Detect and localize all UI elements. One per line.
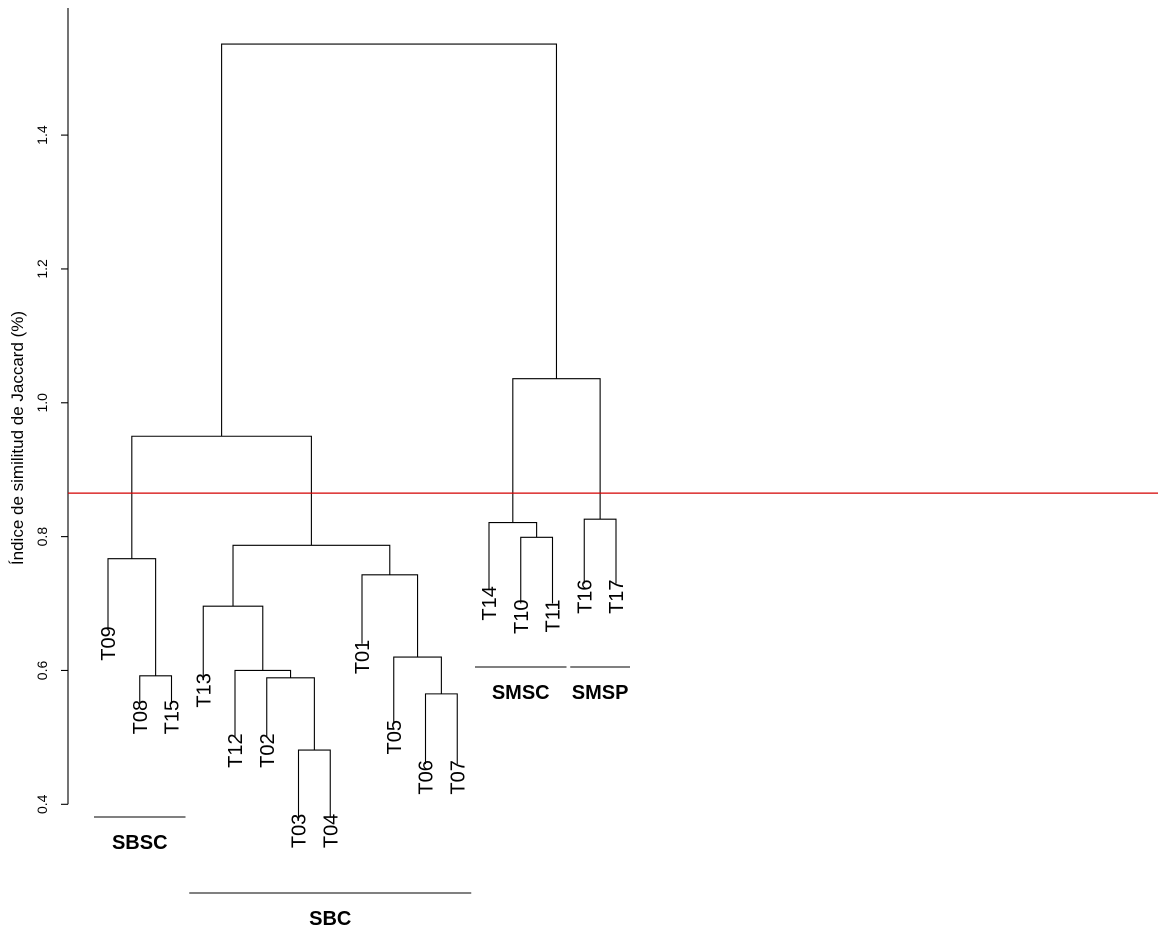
group-label-sbc: SBC xyxy=(309,908,351,930)
dendrogram-links xyxy=(107,43,617,818)
leaf-label-t05: T05 xyxy=(384,720,406,754)
leaf-label-t03: T03 xyxy=(289,814,311,848)
y-tick-label: 1.4 xyxy=(34,125,50,145)
group-label-sbsc: SBSC xyxy=(112,832,168,854)
leaf-label-t02: T02 xyxy=(257,733,279,767)
merge-link-m11 xyxy=(520,536,554,604)
merge-link-m4 xyxy=(139,675,173,704)
merge-link-m15 xyxy=(512,378,601,523)
merge-link-m1 xyxy=(297,749,331,818)
leaf-label-t11: T11 xyxy=(543,600,565,633)
leaf-label-t01: T01 xyxy=(352,640,374,674)
leaf-label-t07: T07 xyxy=(447,760,469,794)
group-label-smsc: SMSC xyxy=(492,682,550,704)
leaf-label-t08: T08 xyxy=(130,700,152,734)
group-annotations: SBSC SBC SMSC SMSP xyxy=(94,666,630,930)
y-tick-label: 1.0 xyxy=(34,393,50,413)
merge-link-m10 xyxy=(232,544,391,607)
leaf-label-t04: T04 xyxy=(320,814,342,848)
leaf-label-t14: T14 xyxy=(479,586,501,620)
merge-link-m12 xyxy=(488,522,538,591)
leaf-label-t09: T09 xyxy=(98,626,120,660)
leaf-label-t06: T06 xyxy=(416,760,438,794)
y-tick-label: 1.2 xyxy=(34,259,50,279)
merge-link-m2 xyxy=(424,693,458,765)
y-axis: 0.4 0.6 0.8 1.0 1.2 1.4 xyxy=(34,8,69,814)
merge-link-m9 xyxy=(107,558,157,676)
y-axis-label: Índice de similitud de Jaccard (%) xyxy=(8,311,27,565)
merge-link-m6 xyxy=(393,656,442,724)
y-tick-label: 0.8 xyxy=(34,527,50,547)
leaf-labels: T09 T08 T15 T13 T12 T02 T03 T04 T01 T05 T06 T07 T14 T… xyxy=(98,579,628,848)
merge-link-m14 xyxy=(131,435,312,559)
merge-link-m5 xyxy=(234,669,292,738)
leaf-label-t10: T10 xyxy=(511,600,533,634)
merge-link-m16 xyxy=(221,43,558,437)
leaf-label-t12: T12 xyxy=(225,733,247,767)
leaf-label-t13: T13 xyxy=(193,673,215,707)
leaf-label-t16: T16 xyxy=(574,579,596,613)
y-tick-label: 0.6 xyxy=(34,661,50,681)
leaf-label-t17: T17 xyxy=(606,579,628,613)
group-label-smsp: SMSP xyxy=(572,682,629,704)
leaf-label-t15: T15 xyxy=(162,700,184,734)
merge-link-m7 xyxy=(202,605,264,678)
merge-link-m13 xyxy=(583,518,617,584)
y-tick-label: 0.4 xyxy=(34,794,50,814)
